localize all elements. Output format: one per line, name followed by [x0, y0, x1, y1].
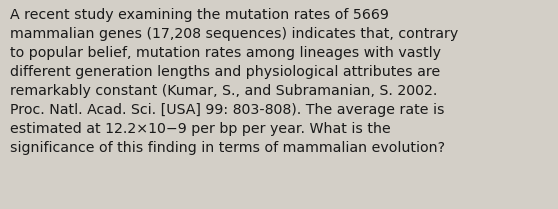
Text: A recent study examining the mutation rates of 5669
mammalian genes (17,208 sequ: A recent study examining the mutation ra…: [10, 8, 458, 155]
